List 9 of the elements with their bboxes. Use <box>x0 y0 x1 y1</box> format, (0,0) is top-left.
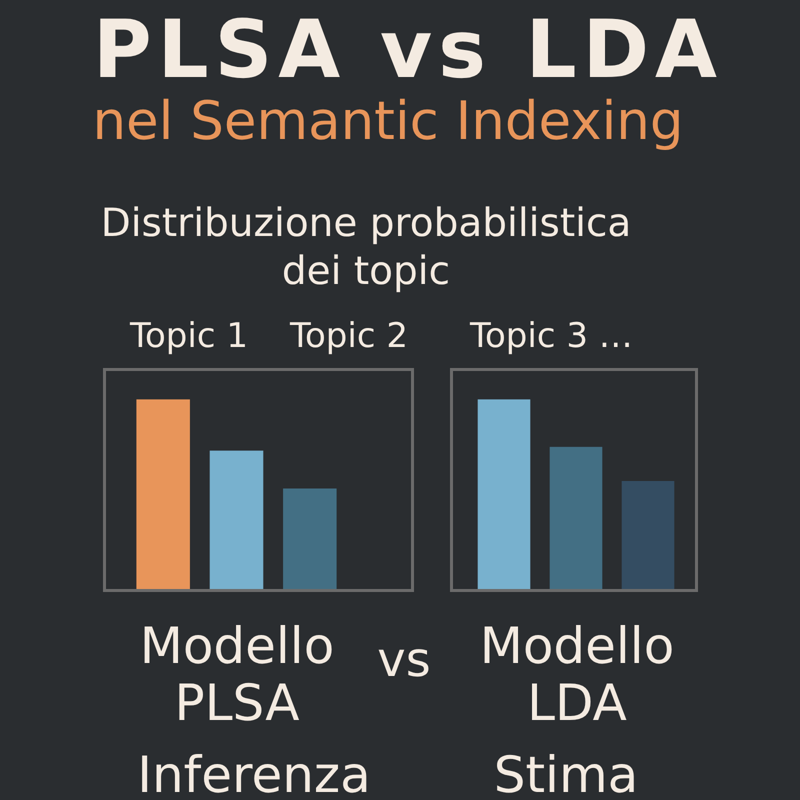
text: vs <box>377 632 431 688</box>
x-axis-title: Modello PLSA <box>138 617 336 732</box>
text: Topic 2 <box>290 316 408 356</box>
x-axis-title: Modello LDA <box>478 617 676 732</box>
text: Topic 1 <box>130 316 248 356</box>
text: Inferenza <box>137 746 371 800</box>
text: Stima <box>494 746 638 800</box>
text: Topic 3 … <box>470 316 633 356</box>
text: Distribuzione probabilistica dei topic <box>100 200 632 296</box>
